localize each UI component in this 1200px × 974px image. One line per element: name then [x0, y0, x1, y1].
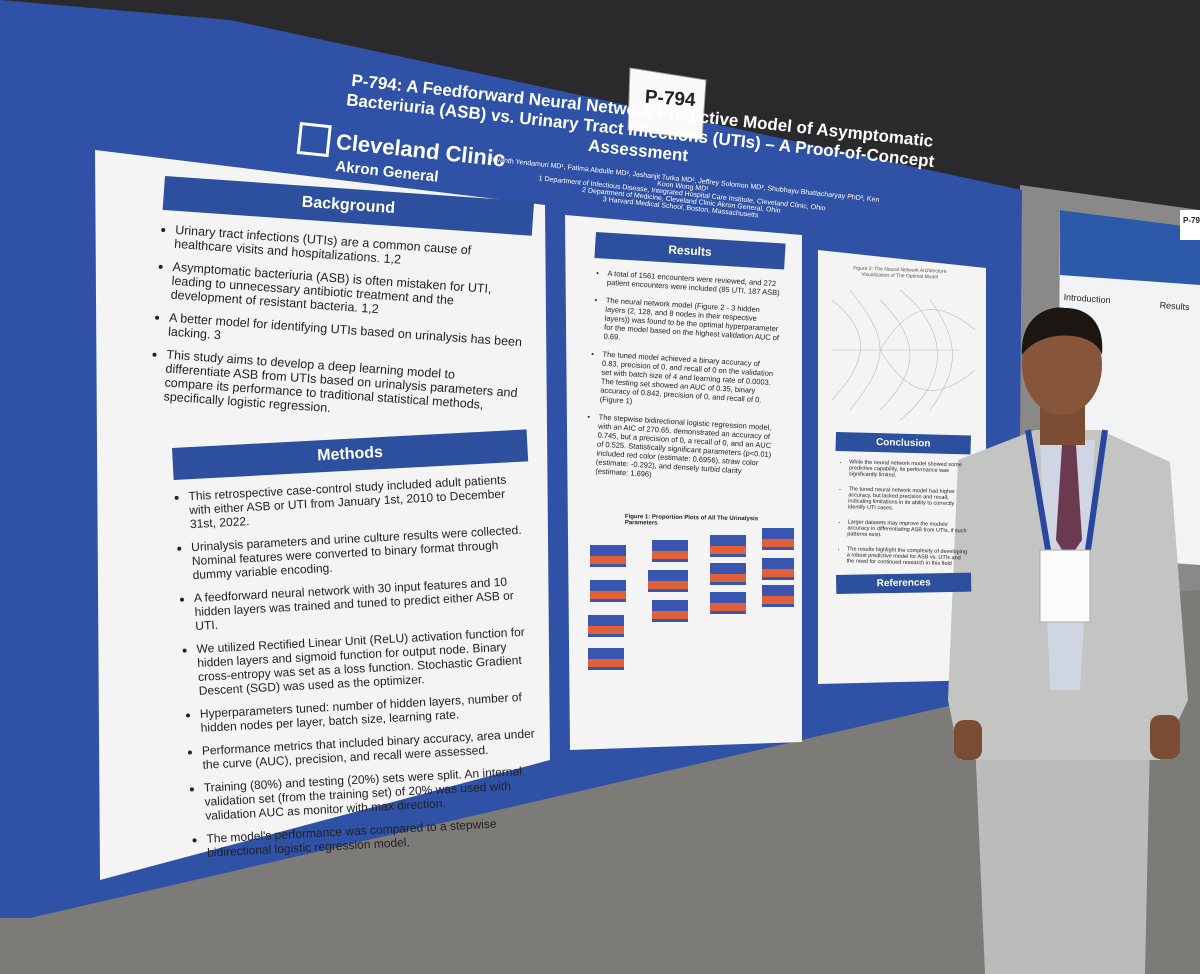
bullet: The tuned model achieved a binary accura…	[600, 350, 779, 415]
bullet-list: A total of 1561 encounters were reviewed…	[581, 268, 783, 486]
logo-icon	[296, 122, 332, 158]
face	[1022, 315, 1102, 415]
bullet: This retrospective case-control study in…	[188, 471, 531, 532]
bullet-list: Urinary tract infections (UTIs) are a co…	[149, 222, 531, 428]
badge	[1039, 549, 1091, 623]
bullet: Larger datasets may improve the models' …	[847, 519, 968, 540]
conclusion-block: Conclusion While the neural network mode…	[832, 432, 971, 576]
bullet: The stepwise bidirectional logistic regr…	[595, 413, 775, 487]
bullet: Training (80%) and testing (20%) sets we…	[203, 763, 546, 823]
hand-right	[1150, 715, 1180, 759]
bullet: The model's performance was compared to …	[206, 814, 548, 860]
bullet: A feedforward neural network with 30 inp…	[194, 573, 537, 633]
bullet: While the neural network model showed so…	[849, 459, 970, 480]
tie	[1056, 445, 1082, 560]
sign	[627, 67, 707, 141]
bullet: Urinalysis parameters and urine culture …	[191, 522, 534, 582]
bullet-list: This retrospective case-control study in…	[174, 471, 548, 860]
section-heading: Conclusion	[835, 432, 971, 455]
bullet: A total of 1561 encounters were reviewed…	[607, 269, 784, 298]
results-block: Results A total of 1561 encounters were …	[581, 232, 786, 495]
bullet: The tuned neural network model had highe…	[848, 486, 970, 513]
lanyard	[1025, 429, 1108, 551]
neighbor-sign-text: P-79	[1183, 216, 1200, 225]
panel-left	[95, 150, 550, 880]
section-heading: References	[836, 572, 972, 594]
trousers	[975, 740, 1150, 974]
bullet: The neural network model (Figure 2 - 3 h…	[603, 296, 781, 352]
neighbor-poster-header	[1060, 210, 1200, 285]
hair	[1021, 307, 1103, 355]
person	[948, 307, 1188, 974]
neighbor-heading: Results	[1159, 300, 1190, 313]
bullet: The results highlight the complexity of …	[847, 546, 968, 567]
hand-left	[954, 720, 982, 760]
bullet: We utilized Rectified Linear Unit (ReLU)…	[196, 624, 539, 698]
methods-block: Methods This retrospective case-control …	[172, 429, 549, 869]
figure-2-network	[831, 289, 976, 421]
figure-1-thumbs	[588, 528, 794, 670]
background-block: Background Urinary tract infections (UTI…	[149, 176, 535, 437]
bullet-list: While the neural network model showed so…	[833, 459, 971, 567]
neighbor-sign	[1180, 210, 1200, 240]
panel-middle	[565, 215, 802, 750]
